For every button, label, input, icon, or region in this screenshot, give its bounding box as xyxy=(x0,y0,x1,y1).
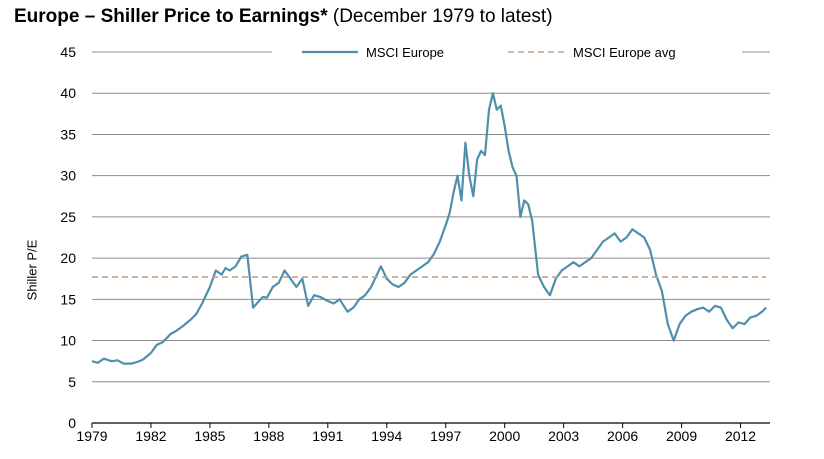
y-tick-label: 20 xyxy=(60,250,76,266)
y-tick-label: 0 xyxy=(68,415,76,431)
y-tick-label: 5 xyxy=(68,374,76,390)
gridlines xyxy=(92,51,770,424)
x-tick-label: 1979 xyxy=(76,428,107,444)
y-tick-label: 15 xyxy=(60,291,76,307)
chart-subtitle: (December 1979 to latest) xyxy=(332,6,553,27)
x-tick-label: 2006 xyxy=(607,428,638,444)
x-tick-label: 1982 xyxy=(135,428,166,444)
series-line-msci-europe xyxy=(91,92,767,365)
x-tick-label: 2000 xyxy=(489,428,520,444)
y-tick-label: 25 xyxy=(60,209,76,225)
chart-title: Europe – Shiller Price to Earnings* (Dec… xyxy=(14,6,553,28)
x-tick-label: 1988 xyxy=(253,428,284,444)
x-tick-label: 1997 xyxy=(430,428,461,444)
x-tick-label: 2012 xyxy=(725,428,756,444)
series-lines xyxy=(91,92,767,365)
x-tick-label: 1994 xyxy=(371,428,402,444)
x-tick-label: 1985 xyxy=(194,428,225,444)
x-tick-label: 2003 xyxy=(548,428,579,444)
y-tick-label: 10 xyxy=(60,333,76,349)
x-tick-label: 2009 xyxy=(666,428,697,444)
legend-label-average: MSCI Europe avg xyxy=(573,45,676,60)
chart-title-main: Europe – Shiller Price to Earnings* xyxy=(14,6,328,27)
y-tick-label: 30 xyxy=(60,168,76,184)
x-tick-label: 1991 xyxy=(312,428,343,444)
y-tick-labels: 0 5 10 15 20 25 30 35 40 45 xyxy=(60,44,76,431)
y-tick-label: 45 xyxy=(60,44,76,60)
legend: MSCI Europe MSCI Europe avg xyxy=(302,45,676,60)
y-tick-label: 40 xyxy=(60,85,76,101)
x-tick-labels: 1979 1982 1985 1988 1991 1994 1997 2000 2003 2006… xyxy=(76,423,756,444)
y-tick-label: 35 xyxy=(60,126,76,142)
legend-label-msci-europe: MSCI Europe xyxy=(366,45,444,60)
